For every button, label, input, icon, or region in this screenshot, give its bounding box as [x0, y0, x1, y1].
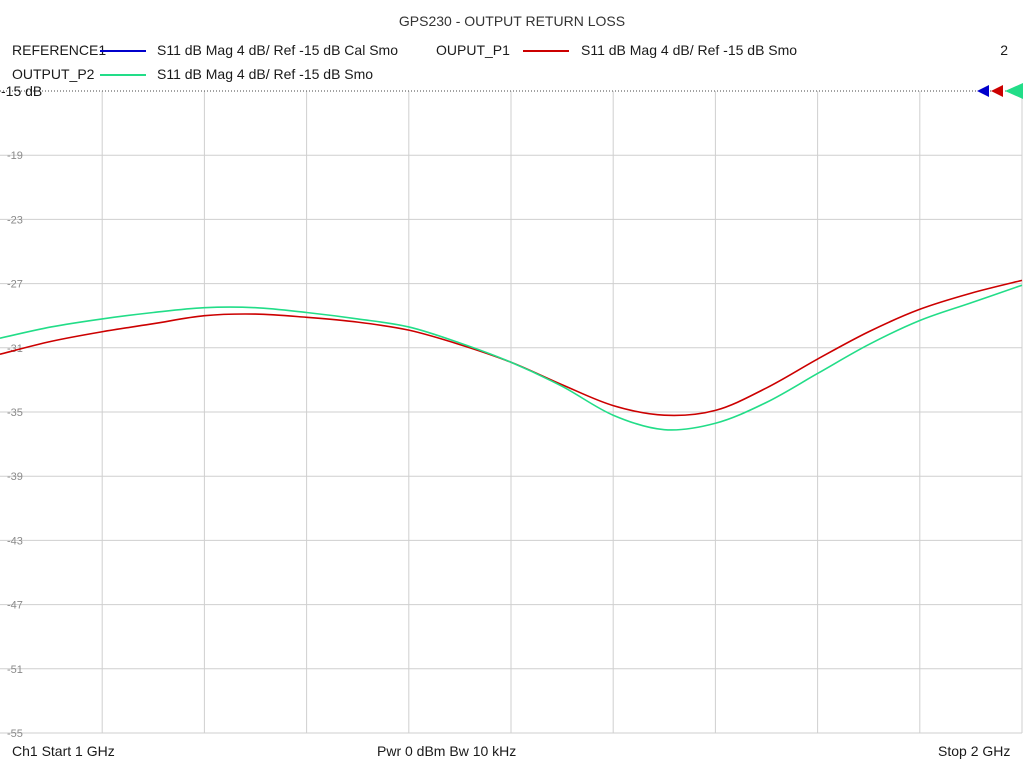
y-tick-label: -19 — [7, 150, 23, 162]
series-line-output-p2 — [0, 284, 1023, 431]
y-tick-label: -39 — [7, 471, 23, 483]
y-tick-label: -43 — [7, 535, 23, 547]
footer-start: Ch1 Start 1 GHz — [12, 743, 115, 759]
y-tick-label: -27 — [7, 279, 23, 291]
legend-entry-reference1: REFERENCE1 S11 dB Mag 4 dB/ Ref -15 dB C… — [12, 42, 432, 60]
legend-name: OUPUT_P1 — [436, 42, 510, 58]
legend-swatch-green — [100, 74, 146, 76]
ref-marker-green — [1005, 83, 1023, 99]
chart-title: GPS230 - OUTPUT RETURN LOSS — [398, 13, 626, 29]
footer-power-bandwidth: Pwr 0 dBm Bw 10 kHz — [377, 743, 517, 759]
legend-desc: S11 dB Mag 4 dB/ Ref -15 dB Cal Smo — [157, 42, 398, 58]
footer-stop: Stop 2 GHz — [938, 743, 1011, 759]
trace-number: 2 — [1000, 42, 1008, 58]
legend-swatch-blue — [100, 50, 146, 52]
legend-swatch-red — [523, 50, 569, 52]
legend-name: OUTPUT_P2 — [12, 66, 95, 82]
legend-desc: S11 dB Mag 4 dB/ Ref -15 dB Smo — [157, 66, 374, 82]
y-tick-label: -35 — [7, 407, 23, 419]
legend-name: REFERENCE1 — [12, 42, 107, 58]
legend-desc: S11 dB Mag 4 dB/ Ref -15 dB Smo — [581, 42, 798, 58]
y-tick-label: -47 — [7, 600, 23, 612]
y-tick-label: -23 — [7, 214, 23, 226]
ref-marker-blue — [977, 85, 989, 97]
ref-marker-red — [991, 85, 1003, 97]
y-tick-label: -55 — [7, 728, 23, 740]
legend-entry-output-p2: OUTPUT_P2 S11 dB Mag 4 dB/ Ref -15 dB Sm… — [12, 66, 432, 84]
legend-entry-ouput-p1: OUPUT_P1 S11 dB Mag 4 dB/ Ref -15 dB Smo — [436, 42, 856, 60]
y-tick-label: -51 — [7, 664, 23, 676]
reference-label: -15 dB — [1, 83, 42, 99]
